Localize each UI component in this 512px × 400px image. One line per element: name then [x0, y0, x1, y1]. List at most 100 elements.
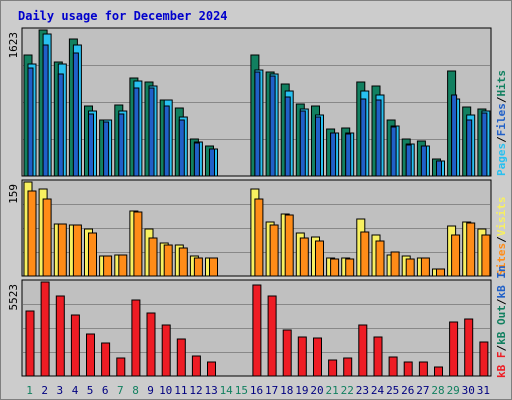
bar-sites-day-20 [315, 240, 324, 277]
bar-pages-day-13 [209, 148, 215, 177]
bar-sites-day-2 [42, 198, 52, 277]
bar-sites-day-26 [405, 258, 415, 277]
bar-kb-in-day-11 [176, 338, 186, 377]
bar-pages-day-9 [148, 87, 155, 177]
legend-top-part-4: / [495, 96, 508, 103]
x-label-day-3: 3 [56, 384, 63, 397]
bar-sites-day-1 [27, 190, 37, 277]
bar-sites-day-25 [390, 251, 400, 277]
x-label-day-24: 24 [371, 384, 385, 397]
bar-pages-day-11 [178, 119, 185, 177]
bar-kb-in-day-28 [434, 366, 443, 377]
bar-sites-day-31 [481, 234, 491, 277]
bar-sites-day-13 [209, 257, 218, 277]
x-label-day-25: 25 [386, 384, 399, 397]
x-label-day-30: 30 [462, 384, 475, 397]
bar-kb-in-day-16 [252, 284, 262, 377]
x-label-day-29: 29 [447, 384, 460, 397]
x-label-day-1: 1 [26, 384, 33, 397]
legend-bottom-part-4: / [495, 298, 508, 305]
bar-sites-day-7 [118, 254, 128, 277]
bar-kb-in-day-21 [328, 359, 338, 377]
bar-sites-day-12 [193, 257, 203, 277]
x-label-day-31: 31 [477, 384, 490, 397]
bar-sites-day-19 [299, 237, 309, 277]
bar-pages-day-18 [284, 96, 291, 177]
legend-middle-part-2: / [495, 236, 508, 243]
bar-kb-in-day-8 [131, 299, 141, 377]
x-label-day-28: 28 [431, 384, 444, 397]
bar-sites-day-24 [375, 240, 385, 277]
legend-bottom-part-3: kB Out [495, 305, 508, 345]
bar-pages-day-30 [466, 119, 473, 177]
bar-kb-in-day-24 [373, 336, 383, 377]
bar-kb-in-day-23 [358, 324, 368, 377]
bar-sites-day-16 [254, 198, 264, 277]
bar-sites-day-8 [133, 211, 143, 277]
bar-kb-in-day-29 [449, 321, 459, 377]
bar-pages-day-27 [420, 145, 427, 177]
legend-top-part-2: / [495, 136, 508, 143]
legend-top-part-5: Hits [495, 70, 508, 97]
bar-kb-in-day-10 [161, 324, 171, 377]
bar-kb-in-day-20 [313, 337, 322, 377]
bar-kb-in-day-5 [86, 333, 95, 377]
bar-kb-in-day-3 [55, 295, 65, 377]
bar-sites-day-18 [284, 214, 294, 277]
legend-bottom-part-2: / [495, 345, 508, 352]
x-label-day-16: 16 [250, 384, 263, 397]
bar-sites-day-17 [269, 224, 279, 277]
x-label-day-4: 4 [72, 384, 79, 397]
panel-bottom: 5523 [7, 279, 492, 377]
panel-top-ymax-label: 1623 [7, 32, 20, 59]
bar-pages-day-3 [57, 73, 64, 177]
bar-pages-day-16 [254, 71, 261, 177]
x-label-day-13: 13 [204, 384, 217, 397]
bar-kb-in-day-4 [70, 314, 80, 377]
legend-middle: Sites/Visits [495, 197, 508, 277]
x-label-day-21: 21 [325, 384, 338, 397]
bar-pages-day-21 [330, 132, 337, 177]
bar-pages-day-24 [375, 99, 382, 177]
bar-pages-day-22 [345, 133, 352, 177]
bar-kb-in-day-30 [464, 318, 474, 377]
x-label-day-10: 10 [159, 384, 172, 397]
legend-middle-part-3: Visits [495, 197, 508, 237]
panel-middle: 159 [7, 179, 492, 277]
bar-sites-day-10 [163, 244, 173, 277]
bar-kb-in-day-25 [388, 356, 398, 377]
bar-pages-day-8 [133, 87, 140, 177]
x-label-day-14: 14 [220, 384, 234, 397]
bar-pages-day-19 [299, 110, 306, 177]
bar-pages-day-20 [315, 116, 321, 177]
x-label-day-23: 23 [356, 384, 369, 397]
bar-sites-day-6 [103, 255, 113, 277]
bar-kb-in-day-7 [116, 357, 126, 377]
bar-pages-day-1 [27, 67, 34, 177]
panel-middle-ymax-label: 159 [7, 184, 20, 204]
legend-top: Pages/Files/Hits [495, 70, 508, 176]
x-label-day-27: 27 [416, 384, 429, 397]
legend-bottom-part-1: kB F [495, 352, 508, 379]
bar-sites-day-30 [466, 222, 476, 277]
x-label-day-18: 18 [280, 384, 293, 397]
bar-kb-in-day-26 [403, 361, 413, 377]
bar-sites-day-23 [360, 231, 370, 277]
bar-pages-day-31 [481, 112, 488, 177]
x-label-day-15: 15 [235, 384, 248, 397]
legend-bottom: kB F/kB Out/kB In [495, 265, 508, 378]
x-label-day-11: 11 [174, 384, 187, 397]
bar-pages-day-6 [103, 121, 110, 177]
bar-sites-day-27 [420, 257, 430, 277]
legend-bottom-part-5: kB In [495, 265, 508, 298]
x-label-day-5: 5 [87, 384, 94, 397]
bar-kb-in-day-6 [101, 342, 111, 377]
bar-pages-day-17 [269, 75, 276, 177]
panel-bottom-ymax-label: 5523 [7, 284, 20, 311]
x-label-day-2: 2 [41, 384, 48, 397]
bar-kb-in-day-27 [418, 361, 428, 377]
bar-sites-day-11 [178, 247, 188, 277]
bar-pages-day-10 [163, 105, 170, 177]
